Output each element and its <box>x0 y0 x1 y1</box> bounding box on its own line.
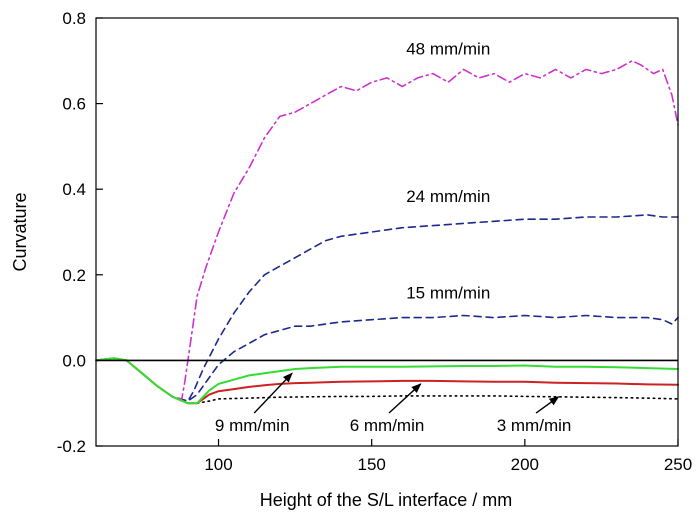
x-tick-label: 250 <box>664 455 692 474</box>
annotation-arrow <box>253 372 293 414</box>
series-line-9-mm-min <box>95 357 679 405</box>
x-tick-label: 200 <box>511 455 539 474</box>
series-line-48-mm-min <box>95 59 679 400</box>
plot-frame <box>95 17 679 447</box>
series-line-6-mm-min <box>95 357 679 405</box>
y-tick-label: 0.2 <box>62 266 86 285</box>
y-axis-title: Curvature <box>10 192 30 271</box>
y-tick-label: 0.4 <box>62 180 86 199</box>
y-tick-label: 0.6 <box>62 95 86 114</box>
series-label: 3 mm/min <box>497 416 572 435</box>
x-axis-title: Height of the S/L interface / mm <box>260 490 512 510</box>
series-label: 48 mm/min <box>406 39 490 58</box>
x-tick-label: 100 <box>204 455 232 474</box>
series-layer <box>95 59 679 405</box>
label-layer: 48 mm/min 24 mm/min 15 mm/min 9 mm/min 6 mm/… <box>215 39 571 435</box>
y-tick-label: -0.2 <box>57 437 86 456</box>
series-label: 15 mm/min <box>406 283 490 302</box>
y-tick-label: 0.8 <box>62 9 86 28</box>
series-line-24-mm-min <box>95 214 679 402</box>
annotation-arrow <box>535 396 560 414</box>
y-tick-label: 0.0 <box>62 351 86 370</box>
series-label: 9 mm/min <box>215 416 290 435</box>
series-label: 6 mm/min <box>350 416 425 435</box>
x-tick-label: 150 <box>357 455 385 474</box>
axes-layer: 100 150 200 250 -0.2 0.0 0.2 0.4 0.6 0.8 <box>57 9 692 474</box>
annotation-arrow <box>388 383 422 414</box>
series-label: 24 mm/min <box>406 187 490 206</box>
